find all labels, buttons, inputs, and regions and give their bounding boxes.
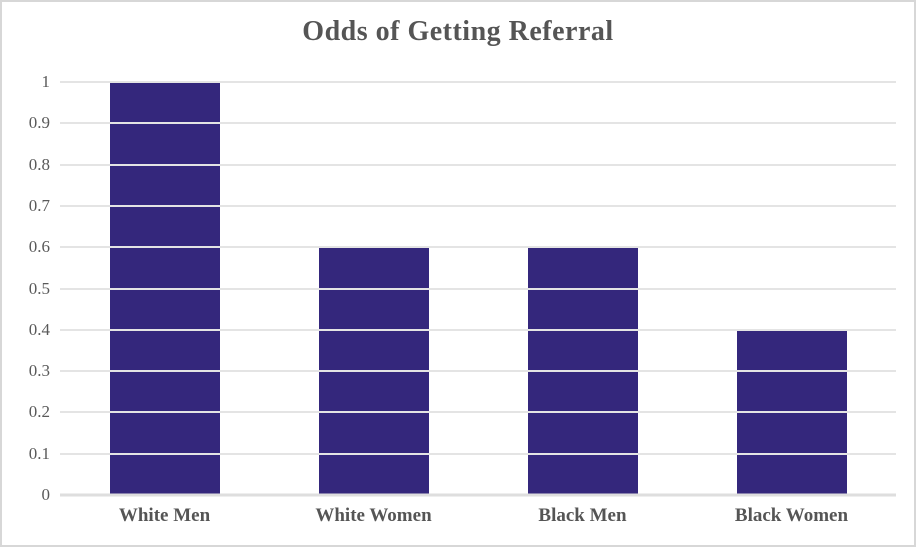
y-tick-label: 0.3: [28, 361, 50, 381]
x-tick-label: Black Women: [734, 505, 849, 526]
y-tick-label: 0.2: [28, 402, 50, 422]
y-tick-label: 0.4: [28, 319, 50, 339]
y-tick-label: 0.5: [28, 278, 50, 298]
plot-area: [60, 81, 896, 497]
x-axis: White Men White Women Black Men Black Women: [60, 505, 896, 527]
gridline: [60, 328, 896, 331]
gridline: [60, 122, 896, 125]
gridline: [60, 246, 896, 249]
y-tick-label: 0.9: [28, 113, 50, 133]
x-axis-baseline: [60, 493, 896, 497]
gridline: [60, 287, 896, 290]
gridline: [60, 370, 896, 373]
y-tick-label: 0.6: [28, 237, 50, 257]
x-tick-label: White Women: [315, 505, 432, 526]
y-tick-label: 0.7: [28, 195, 50, 215]
chart-title: Odds of Getting Referral: [302, 16, 614, 47]
gridline: [60, 204, 896, 207]
y-tick-label: 1: [41, 72, 51, 91]
y-axis: 0 0.1 0.2 0.3 0.4 0.5 0.6 0.7 0.8 0.9 1: [2, 72, 50, 504]
y-tick-label: 0.1: [28, 443, 50, 463]
gridline: [60, 452, 896, 455]
x-tick-label: Black Men: [538, 505, 627, 526]
x-tick-label: White Men: [118, 505, 211, 526]
y-tick-label: 0: [41, 485, 51, 504]
gridline: [60, 411, 896, 414]
gridline: [60, 81, 896, 83]
gridline: [60, 163, 896, 166]
y-tick-label: 0.8: [28, 154, 50, 174]
